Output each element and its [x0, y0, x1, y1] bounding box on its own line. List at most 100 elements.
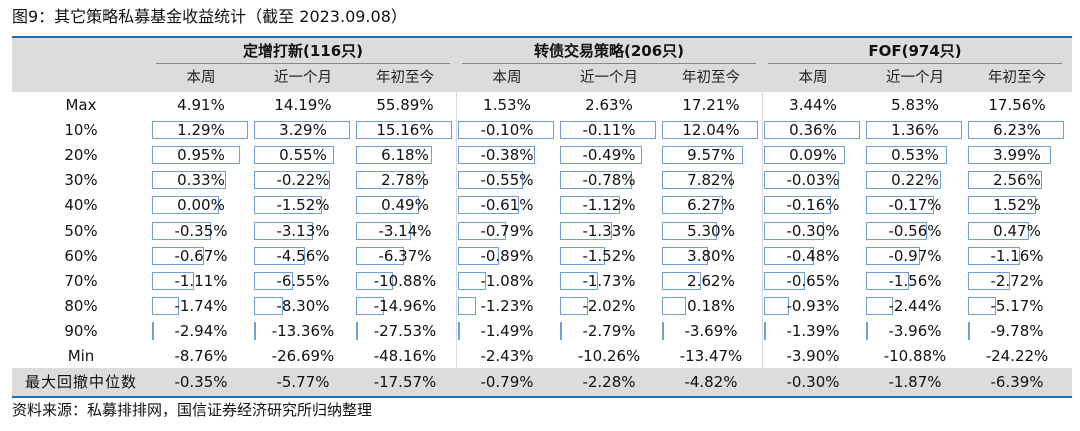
cell-value: -8.76% — [174, 347, 228, 365]
table-cell: -13.47% — [662, 344, 760, 368]
table-cell: -3.13% — [254, 219, 352, 243]
table-cell: -0.55% — [458, 168, 556, 192]
cell-value: -2.94% — [174, 321, 228, 340]
column-header: 年初至今 — [988, 70, 1046, 86]
table-cell: -3.14% — [356, 219, 454, 243]
data-bar — [152, 321, 154, 340]
table-cell: -27.53% — [356, 319, 454, 343]
data-bar — [662, 246, 708, 265]
data-bar — [356, 146, 432, 165]
table-cell: -1.16% — [968, 244, 1066, 268]
table-cell: 7.82% — [662, 168, 760, 192]
row-label: 40% — [64, 196, 98, 215]
table-cell: -26.69% — [254, 344, 352, 368]
cell-value: -3.90% — [786, 347, 840, 365]
data-bar — [356, 196, 419, 215]
data-bar — [764, 221, 824, 240]
cell-value: -1.33% — [582, 221, 636, 240]
data-bar — [866, 121, 962, 140]
cell-value: -3.96% — [888, 321, 942, 340]
table-cell: 15.16% — [356, 118, 454, 142]
group-underline — [462, 63, 756, 64]
table-cell: 6.27% — [662, 193, 760, 217]
row-label: 最大回撤中位数 — [24, 373, 137, 391]
cell-value: -1.16% — [990, 246, 1044, 265]
cell-value: 0.49% — [381, 196, 429, 215]
summary-value: -5.77% — [276, 373, 330, 391]
data-bar — [560, 271, 598, 290]
data-bar — [662, 271, 701, 290]
data-bar — [458, 146, 535, 165]
data-bar — [866, 171, 942, 190]
data-bar — [968, 171, 1042, 190]
cell-value: 0.95% — [177, 146, 225, 165]
table-cell: -3.69% — [662, 319, 760, 343]
data-bar — [254, 246, 305, 265]
cell-value: -4.56% — [276, 246, 330, 265]
cell-value: -0.48% — [786, 246, 840, 265]
data-bar — [662, 221, 717, 240]
cell-value: -1.56% — [888, 271, 942, 290]
data-bar — [968, 146, 1051, 165]
table-cell: -2.43% — [458, 344, 556, 368]
cell-value: 0.09% — [789, 146, 837, 165]
data-bar — [254, 321, 256, 340]
data-bar — [356, 271, 394, 290]
cell-value: -1.52% — [276, 196, 330, 215]
table-cell: -10.26% — [560, 344, 658, 368]
data-bar — [866, 296, 894, 315]
cell-value: 2.63% — [585, 96, 633, 114]
cell-value: -1.11% — [174, 271, 228, 290]
cell-value: -1.08% — [480, 271, 534, 290]
table-cell: -3.90% — [764, 344, 862, 368]
cell-value: -6.37% — [378, 246, 432, 265]
table-cell: 1.53% — [458, 93, 556, 117]
data-bar — [356, 246, 404, 265]
summary-value: -1.87% — [888, 373, 942, 391]
cell-value: -10.26% — [577, 347, 641, 365]
table-cell: -0.35% — [152, 219, 250, 243]
cell-value: 0.53% — [891, 146, 939, 165]
column-header: 近一个月 — [274, 70, 332, 86]
cell-value: -0.11% — [582, 121, 636, 140]
group-underline — [768, 63, 1062, 64]
cell-value: -3.14% — [378, 221, 432, 240]
table-cell: 5.83% — [866, 93, 964, 117]
table-cell: -1.74% — [152, 294, 250, 318]
row-label: 50% — [64, 221, 98, 240]
cell-value: 17.56% — [988, 96, 1046, 114]
table-cell: -0.11% — [560, 118, 658, 142]
group-separator — [456, 92, 457, 368]
cell-value: -0.30% — [786, 221, 840, 240]
data-bar — [560, 171, 632, 190]
table-cell: -1.23% — [458, 294, 556, 318]
cell-value: -0.61% — [480, 196, 534, 215]
cell-value: -0.22% — [276, 171, 330, 190]
group-header: 定增打新(116只) — [242, 42, 364, 60]
row-label: Max — [65, 96, 97, 114]
returns-table: 最大回撤中位数 -0.35% -5.77% -17.57% -0.79% -2.28% -4… — [12, 36, 1072, 398]
table-cell: 3.44% — [764, 93, 862, 117]
data-bar — [458, 246, 500, 265]
data-bar — [254, 171, 330, 190]
cell-value: -48.16% — [373, 347, 437, 365]
data-bar — [152, 221, 211, 240]
cell-value: 14.19% — [274, 96, 332, 114]
cell-value: -0.35% — [174, 221, 228, 240]
data-bar — [560, 196, 620, 215]
table-cell: -0.79% — [458, 219, 556, 243]
table-cell: 2.63% — [560, 93, 658, 117]
data-bar — [866, 196, 935, 215]
data-bar — [152, 171, 227, 190]
data-bar — [866, 246, 920, 265]
data-bar — [866, 146, 948, 165]
data-bar — [662, 171, 733, 190]
table-cell: 2.78% — [356, 168, 454, 192]
cell-value: 0.47% — [993, 221, 1041, 240]
data-bar — [356, 321, 358, 340]
table-cell: 0.33% — [152, 168, 250, 192]
cell-value: -0.79% — [480, 221, 534, 240]
group-underline — [156, 63, 450, 64]
data-bar — [662, 321, 664, 340]
cell-value: -2.79% — [582, 321, 636, 340]
